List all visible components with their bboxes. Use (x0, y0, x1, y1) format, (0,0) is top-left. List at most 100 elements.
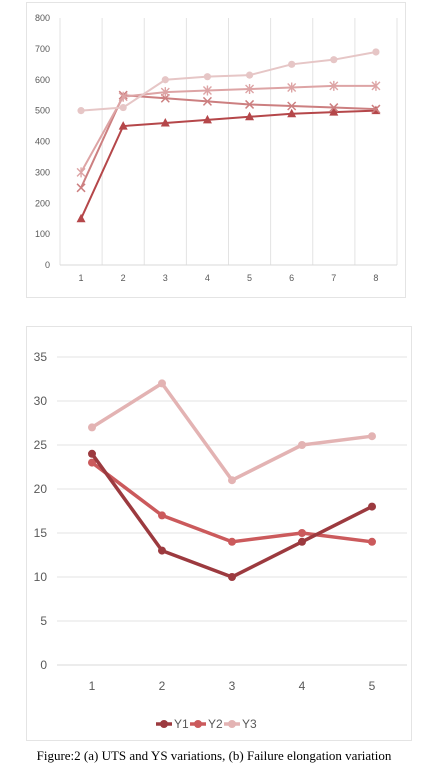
data-point (298, 537, 306, 546)
data-point (158, 546, 166, 555)
legend-label: Y1 (174, 717, 189, 731)
data-point (245, 71, 254, 79)
legend-item-y3: Y3 (224, 717, 257, 731)
y-tick-label: 10 (34, 570, 48, 584)
data-point (76, 183, 86, 193)
data-point (88, 458, 96, 467)
data-point (287, 101, 297, 111)
y-tick-label: 5 (40, 614, 47, 628)
y-tick-label: 100 (35, 229, 50, 239)
data-point (329, 80, 339, 91)
legend: Y1 Y2 Y3 (156, 717, 257, 731)
legend-swatch-marker (160, 720, 168, 728)
y-tick-label: 20 (34, 482, 48, 496)
data-point (329, 103, 339, 113)
y-tick-label: 200 (35, 198, 50, 208)
series-y2 (88, 458, 376, 546)
data-point (287, 108, 297, 118)
series-line (80, 84, 376, 173)
data-point (298, 441, 306, 449)
series-y3 (88, 379, 376, 485)
x-tick-label: 8 (373, 273, 378, 283)
data-point (368, 432, 376, 441)
x-tick-label: 2 (159, 679, 166, 693)
x-tick-label: 5 (247, 273, 252, 283)
x-tick-label: 1 (89, 679, 96, 693)
data-point (368, 537, 376, 546)
data-point (119, 103, 127, 112)
data-point (245, 84, 255, 95)
data-point (161, 76, 169, 84)
y-tick-label: 500 (35, 106, 50, 116)
x-tick-label: 4 (299, 679, 306, 693)
data-point (202, 85, 212, 96)
data-point (88, 449, 96, 458)
data-point (228, 573, 236, 581)
series-line (91, 381, 373, 482)
data-point (371, 104, 381, 114)
data-point (371, 80, 381, 91)
series-line (90, 461, 373, 544)
elongation-chart-svg: 0 5 10 15 20 25 30 35 1 2 3 4 5 Y1 Y2 Y3 (34, 350, 407, 731)
y-tick-label: 400 (35, 137, 50, 147)
series-3 (76, 80, 381, 178)
data-point (160, 87, 170, 98)
series-4 (77, 48, 380, 115)
data-point (330, 56, 338, 64)
legend-swatch-marker (228, 720, 236, 728)
data-point (202, 114, 212, 124)
data-point (329, 107, 339, 116)
series-line (90, 452, 373, 579)
data-point (88, 423, 96, 432)
y-tick-label: 800 (35, 13, 50, 23)
series-line (80, 109, 376, 220)
x-tick-label: 5 (369, 679, 376, 693)
data-point (76, 167, 86, 178)
legend-item-y2: Y2 (190, 717, 223, 731)
x-tick-label: 3 (163, 273, 168, 283)
y-tick-label: 35 (34, 350, 48, 364)
data-point (245, 99, 255, 109)
legend-swatch-marker (194, 720, 202, 728)
data-point (245, 111, 255, 121)
series-y1 (88, 449, 376, 581)
figure-caption: Figure:2 (a) UTS and YS variations, (b) … (36, 748, 392, 763)
elongation-chart: 0 5 10 15 20 25 30 35 1 2 3 4 5 Y1 Y2 Y3 (26, 326, 412, 741)
data-point (76, 213, 86, 223)
y-tick-label: 700 (35, 44, 50, 54)
data-point (203, 73, 212, 81)
y-tick-label: 0 (40, 658, 47, 672)
legend-label: Y3 (242, 717, 257, 731)
data-point (228, 537, 236, 546)
x-tick-label: 1 (79, 273, 84, 283)
y-tick-label: 15 (34, 526, 48, 540)
x-tick-label: 2 (121, 273, 126, 283)
series-1 (76, 105, 381, 223)
y-tick-label: 600 (35, 75, 50, 85)
data-point (368, 502, 376, 511)
x-tick-label: 4 (205, 273, 210, 283)
legend-label: Y2 (208, 717, 223, 731)
data-point (158, 511, 166, 520)
y-tick-label: 30 (34, 394, 48, 408)
data-point (77, 107, 85, 115)
data-point (372, 48, 380, 56)
x-tick-label: 6 (289, 273, 294, 283)
y-tick-label: 300 (35, 167, 50, 177)
data-point (298, 529, 306, 537)
data-point (118, 121, 128, 130)
series-line (80, 50, 377, 112)
data-point (160, 117, 170, 127)
x-tick-label: 3 (229, 679, 236, 693)
y-tick-label: 0 (45, 260, 50, 270)
uts-ys-chart-svg: 0 100 200 300 400 500 600 700 800 1 2 3 4 5 6 7 8 (35, 13, 398, 283)
legend-item-y1: Y1 (156, 717, 189, 731)
data-point (158, 379, 166, 388)
data-point (228, 476, 236, 485)
data-point (287, 82, 297, 93)
y-tick-label: 25 (34, 438, 48, 452)
x-tick-label: 7 (331, 273, 336, 283)
uts-ys-chart: 0 100 200 300 400 500 600 700 800 1 2 3 4 5 6 7 8 (26, 2, 406, 298)
data-point (288, 60, 296, 68)
data-point (118, 91, 128, 102)
